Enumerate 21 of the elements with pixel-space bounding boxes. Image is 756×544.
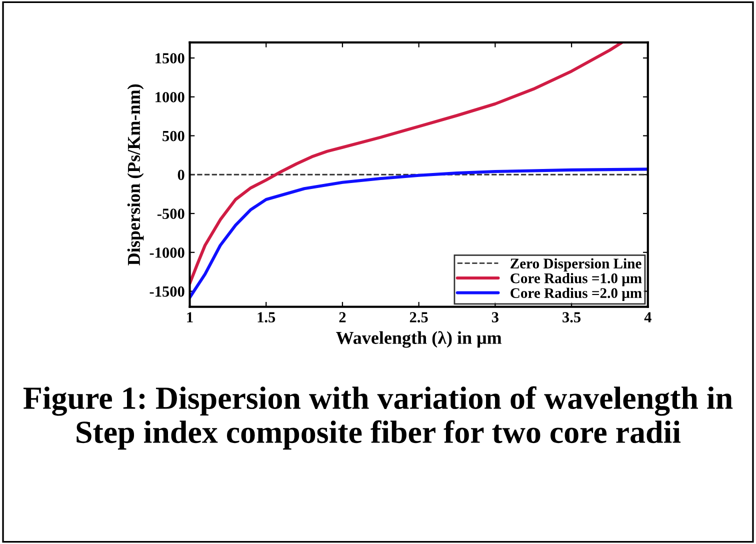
y-tick-label: -1000: [150, 248, 184, 258]
y-tick-label: 1500: [156, 53, 184, 64]
line-series: [190, 168, 648, 300]
y-axis-title: Dispersion (Ps/Km-nm): [127, 84, 144, 266]
x-axis-title: Wavelength (λ) in μm: [336, 331, 502, 348]
x-tick-label: 3: [492, 312, 498, 322]
x-tick-label: 1.5: [258, 312, 276, 322]
x-tick-label: 4: [644, 312, 652, 322]
text: Figure 1: Dispersion with variation of wavelength in Step index composite fiber for two core radii: [23, 386, 733, 450]
legend-label: Zero Dispersion Line: [510, 258, 642, 272]
y-tick-label: -500: [157, 208, 184, 219]
y-tick-label: -1500: [150, 286, 184, 297]
y-tick-label: 0: [178, 170, 184, 180]
x-tick-label: 1: [187, 312, 193, 322]
x-tick-label: 2: [339, 312, 346, 322]
x-tick-label: 2.5: [410, 312, 428, 322]
y-tick-label: 500: [162, 130, 184, 142]
legend-label: Core Radius =1.0 μm: [510, 272, 642, 286]
legend-label: Core Radius =2.0 μm: [510, 288, 642, 301]
y-tick-label: 1000: [156, 92, 184, 102]
x-tick-label: 3.5: [562, 312, 581, 322]
